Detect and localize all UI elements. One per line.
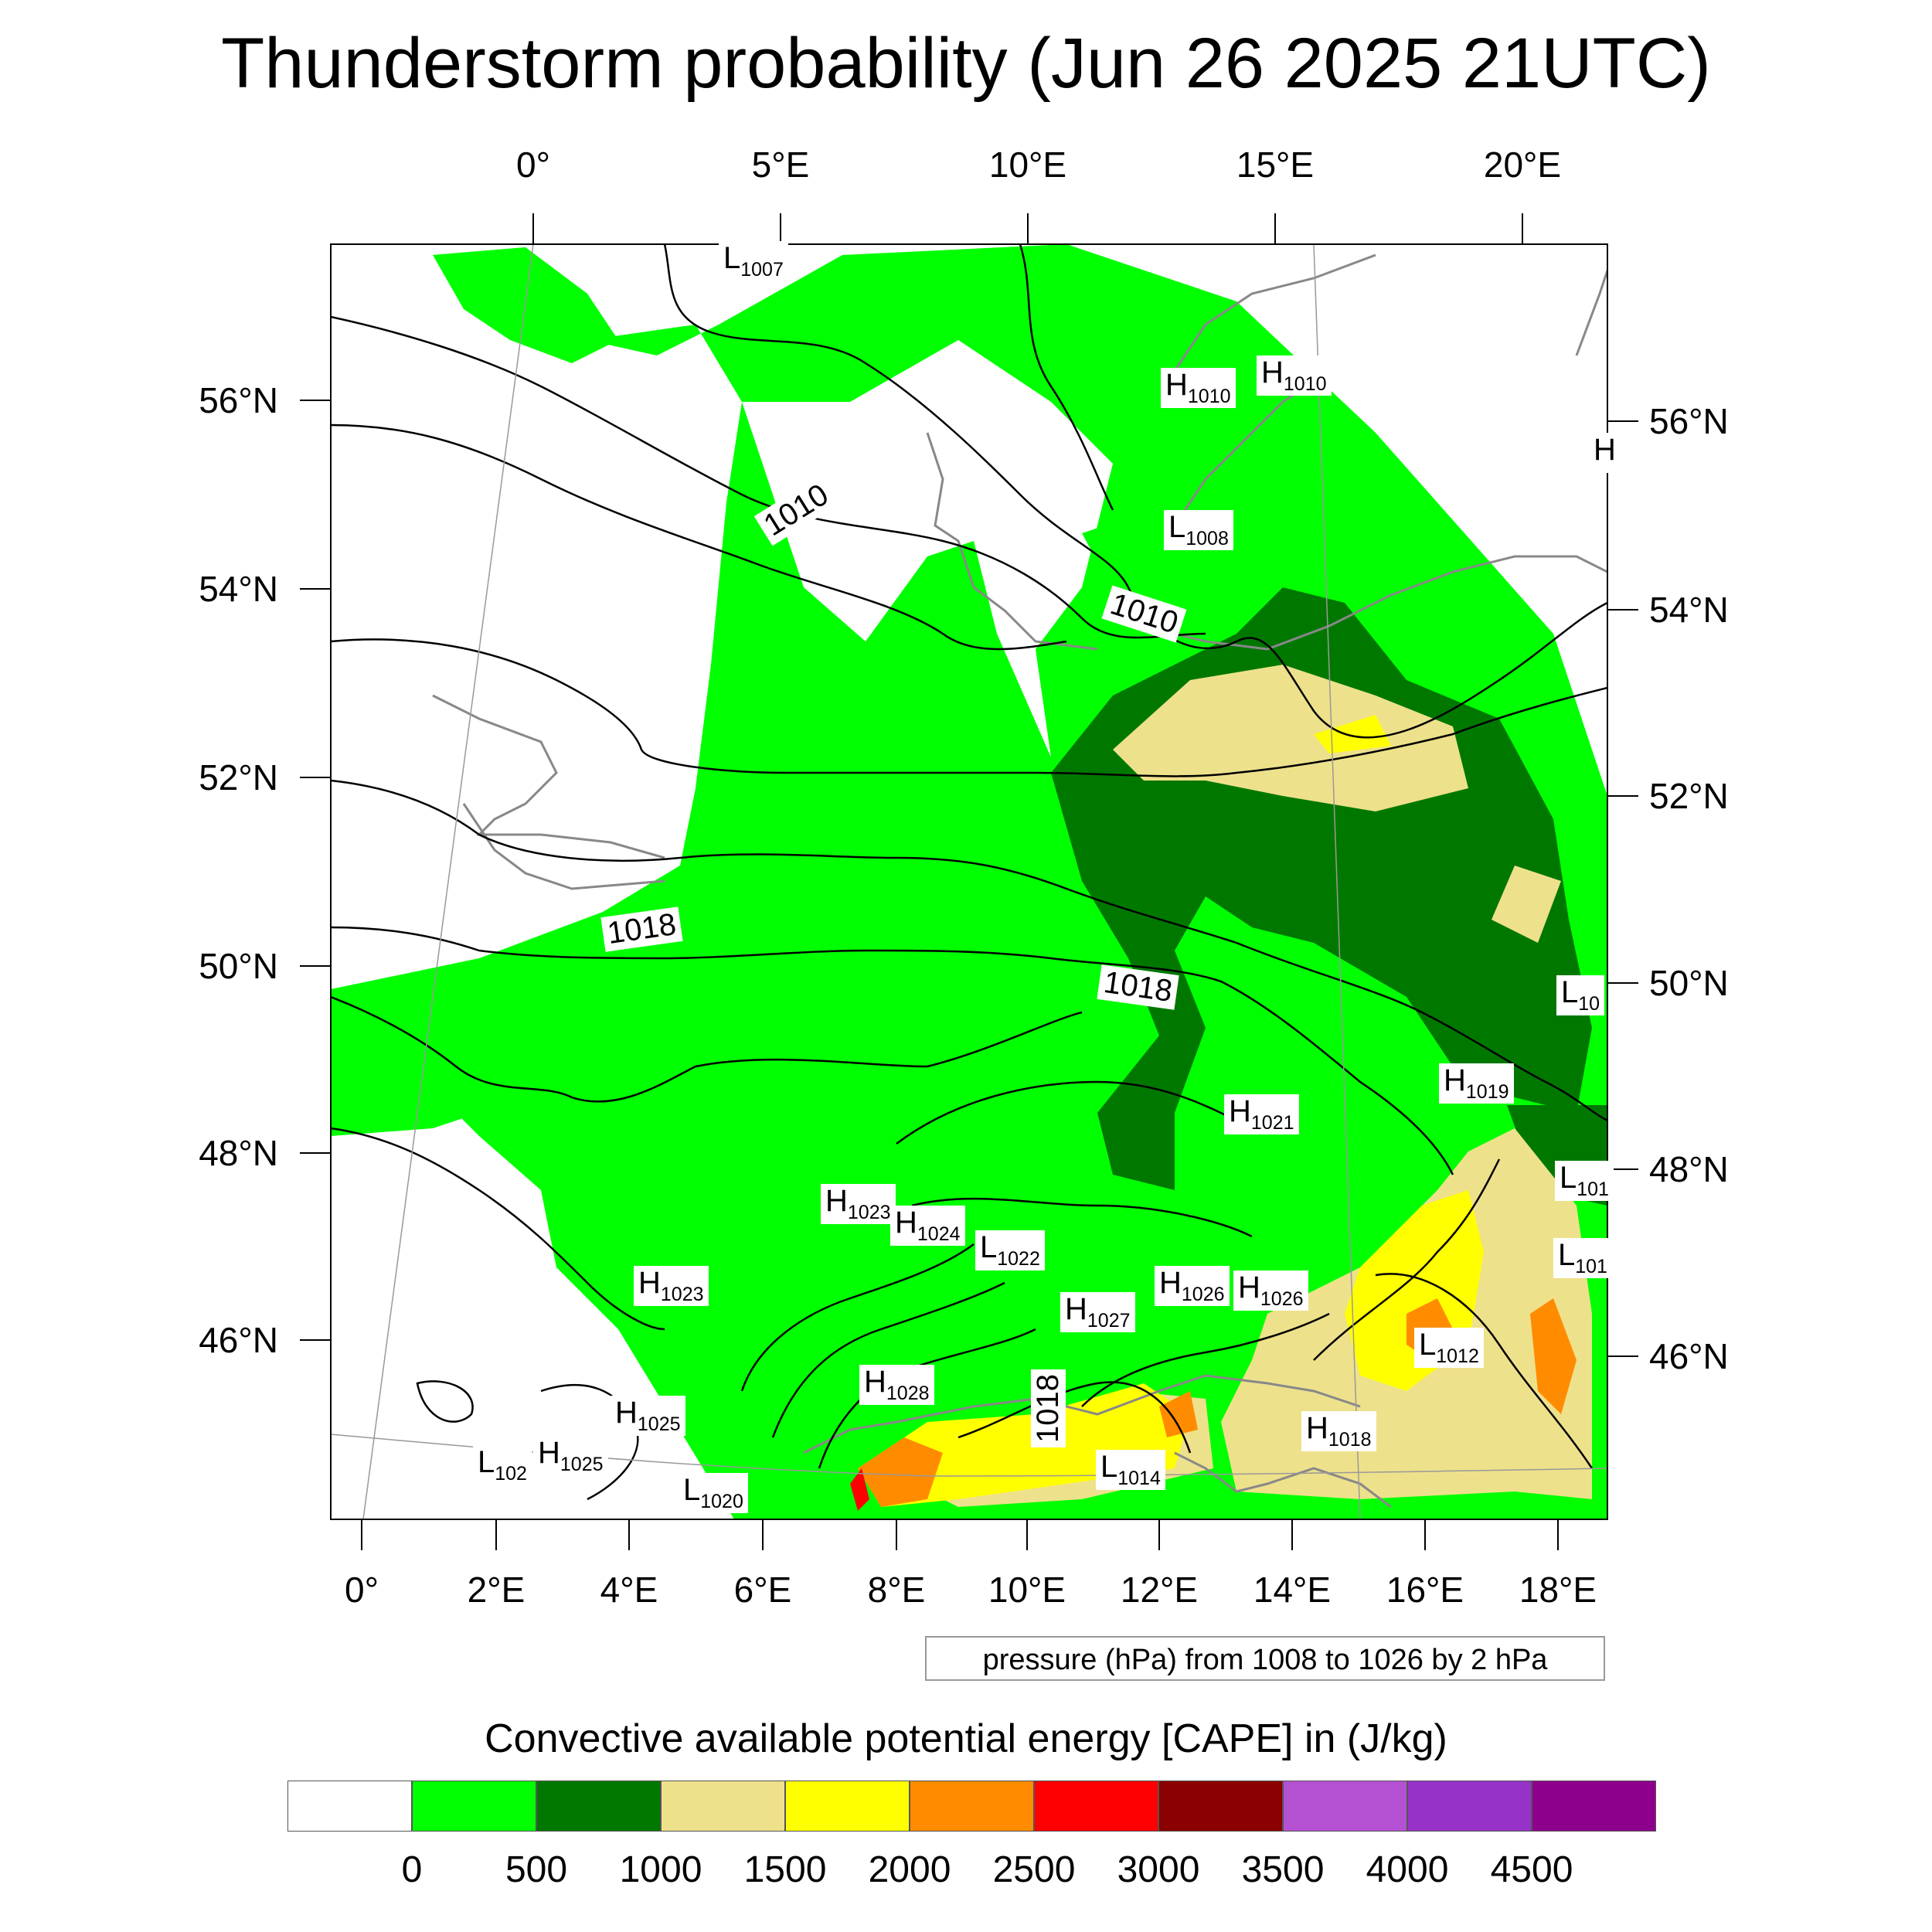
pressure-center-label: L1022 — [975, 1230, 1045, 1270]
axis-ticks — [300, 213, 1638, 1550]
colorbar-tick-label: 2000 — [868, 1849, 951, 1890]
pressure-center-label: H1023 — [634, 1266, 709, 1306]
bottom-axis-label: 2°E — [467, 1570, 526, 1610]
right-axis-label: 50°N — [1649, 963, 1729, 1003]
pressure-center-label: H — [1589, 433, 1621, 473]
colorbar-tick-label: 4500 — [1490, 1849, 1573, 1890]
left-axis-label: 50°N — [199, 946, 278, 986]
pressure-center-label: H1021 — [1224, 1094, 1299, 1134]
pressure-center-label: H1023 — [821, 1184, 896, 1224]
bottom-axis-label: 4°E — [600, 1570, 658, 1610]
pressure-center-label: H1025 — [533, 1436, 608, 1476]
left-axis-label: 48°N — [199, 1133, 278, 1173]
colorbar-tick-label: 3000 — [1117, 1849, 1200, 1890]
pressure-center-label: L101 — [1553, 1238, 1612, 1278]
colorbar-title: Convective available potential energy [C… — [485, 1716, 1447, 1761]
colorbar-tick-label: 3500 — [1241, 1849, 1325, 1890]
pressure-center-label: L1007 — [719, 241, 788, 281]
right-axis-label: 48°N — [1649, 1149, 1729, 1189]
bottom-axis-label: 8°E — [867, 1570, 926, 1610]
pressure-center-label: L1020 — [679, 1473, 748, 1513]
left-axis-label: 56°N — [199, 380, 278, 420]
cape-2500-3000-region — [850, 1468, 869, 1511]
left-axis-label: 52°N — [199, 757, 278, 798]
top-axis-label: 5°E — [751, 145, 810, 185]
pressure-center-label: H1026 — [1155, 1266, 1230, 1306]
colorbar-swatch — [785, 1781, 910, 1832]
pressure-center-label: H1024 — [890, 1206, 965, 1246]
colorbar-tick-label: 1500 — [743, 1849, 827, 1890]
pressure-center-label: H1028 — [859, 1365, 934, 1405]
colorbar — [287, 1781, 1656, 1832]
pressure-center-label: H1018 — [1301, 1411, 1376, 1451]
left-axis-label: 46°N — [199, 1320, 278, 1360]
top-axis-label: 0° — [516, 145, 550, 185]
map-title: Thunderstorm probability (Jun 26 2025 21… — [221, 24, 1711, 103]
colorbar-tick-label: 4000 — [1366, 1849, 1449, 1890]
bottom-axis-label: 6°E — [733, 1570, 792, 1610]
bottom-axis-label: 14°E — [1253, 1570, 1332, 1610]
pressure-info-box: pressure (hPa) from 1008 to 1026 by 2 hP… — [925, 1636, 1605, 1681]
top-axis-label: 10°E — [988, 145, 1067, 185]
pressure-center-label: H1010 — [1257, 355, 1332, 396]
right-axis-label: 46°N — [1649, 1336, 1729, 1376]
pressure-center-label: H1027 — [1060, 1292, 1135, 1332]
colorbar-tick-label: 2500 — [992, 1849, 1076, 1890]
colorbar-swatch — [1532, 1781, 1656, 1832]
colorbar-swatch — [1407, 1781, 1532, 1832]
bottom-axis-label: 16°E — [1386, 1570, 1464, 1610]
bottom-axis-label: 10°E — [988, 1570, 1066, 1610]
colorbar-swatch — [661, 1781, 785, 1832]
pressure-center-label: L1014 — [1096, 1450, 1165, 1490]
top-axis-label: 20°E — [1483, 145, 1562, 185]
bottom-axis-label: 0° — [345, 1570, 379, 1610]
pressure-center-label: L1012 — [1414, 1328, 1484, 1368]
top-axis-label: 15°E — [1236, 145, 1315, 185]
coastlines — [432, 253, 1607, 1509]
pressure-center-label: L102 — [473, 1445, 532, 1485]
colorbar-swatch — [536, 1781, 661, 1832]
pressure-center-label: H1026 — [1233, 1270, 1308, 1311]
right-axis-label: 56°N — [1649, 401, 1729, 441]
right-axis-label: 54°N — [1649, 590, 1729, 630]
colorbar-swatch — [412, 1781, 536, 1832]
pressure-center-label: H1025 — [611, 1396, 685, 1436]
pressure-center-label: H1010 — [1161, 368, 1236, 408]
pressure-center-label: L101 — [1555, 1161, 1614, 1201]
isobar-label: 1018 — [1030, 1369, 1066, 1447]
bottom-axis-label: 18°E — [1519, 1570, 1597, 1610]
colorbar-swatch — [1283, 1781, 1407, 1832]
right-axis-label: 52°N — [1649, 776, 1729, 816]
pressure-center-label: H1019 — [1439, 1063, 1514, 1104]
colorbar-tick-label: 0 — [401, 1849, 423, 1890]
pressure-center-label: L1008 — [1164, 510, 1233, 550]
bottom-axis-label: 12°E — [1120, 1570, 1199, 1610]
colorbar-swatch — [910, 1781, 1034, 1832]
left-axis-label: 54°N — [199, 569, 278, 609]
colorbar-swatch — [1034, 1781, 1158, 1832]
pressure-center-label: L10 — [1556, 975, 1605, 1015]
colorbar-tick-label: 1000 — [619, 1849, 702, 1890]
colorbar-swatch — [287, 1781, 412, 1832]
isobars — [331, 244, 1607, 1501]
plot-frame — [330, 243, 1608, 1520]
colorbar-tick-label: 500 — [505, 1849, 568, 1890]
colorbar-swatch — [1158, 1781, 1283, 1832]
